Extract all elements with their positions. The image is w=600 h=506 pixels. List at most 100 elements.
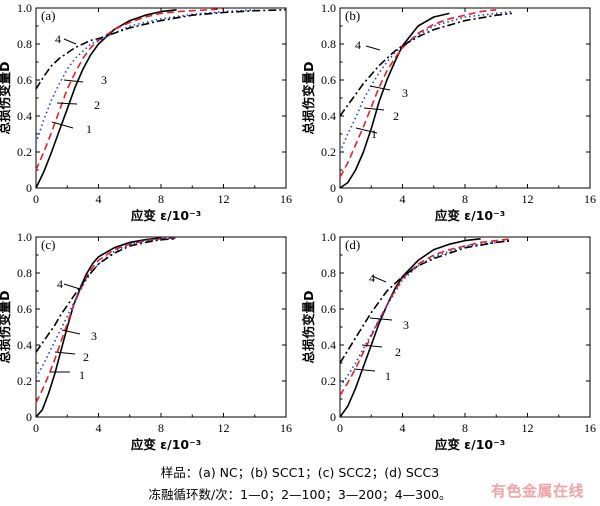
panel-2-xtick-label: 0 — [33, 421, 39, 435]
panel-2-xtick-label: 12 — [218, 421, 230, 435]
panel-2-curve-4-leader — [63, 283, 81, 290]
panel-3-xtick-label: 4 — [400, 421, 406, 435]
panel-1-curve-4-label: 4 — [355, 38, 361, 52]
panel-2-curve-3-label: 3 — [91, 329, 97, 343]
panel-0-curve-1-leader — [51, 121, 74, 129]
panel-2-ytick-label: 0 — [26, 410, 32, 424]
caption-cycles: 冻融循环数/次：1—0；2—100；3—200；4—300。 — [148, 487, 452, 502]
panel-0-series-1-line — [35, 9, 177, 189]
panel-3-xtick-label: 0 — [337, 421, 343, 435]
panel-2-curve-1-label: 1 — [79, 368, 85, 382]
panel-1-xtick-label: 0 — [337, 192, 343, 206]
panel-3-ytick-label: 0.2 — [321, 374, 336, 388]
panel-0-x-axis-label: 应变 ε/10⁻³ — [131, 208, 201, 223]
panel-3-curve-2-leader — [361, 344, 383, 348]
panel-1-curve-1-label: 1 — [371, 127, 377, 141]
panel-3-series-4-line — [339, 239, 512, 364]
panel-2-y-axis-label: 总损伤变量D — [0, 291, 12, 364]
panel-1-curve-2-label: 2 — [393, 109, 399, 123]
panel-0-curve-3-leader — [63, 79, 84, 83]
panel-3-x-axis-label: 应变 ε/10⁻³ — [435, 437, 505, 452]
panel-3-xtick-label: 8 — [462, 421, 468, 435]
panel-0-curve-4-leader — [63, 38, 77, 45]
panel-1-x-axis-label: 应变 ε/10⁻³ — [435, 208, 505, 223]
panel-3-curve-3-leader — [369, 317, 393, 321]
panel-1-series-2-line — [339, 9, 497, 178]
panel-3-curve-1-label: 1 — [385, 369, 391, 383]
panel-0-ytick-label: 0.4 — [17, 109, 32, 123]
panel-0-ytick-label: 1.0 — [17, 1, 32, 15]
panel-1-curve-3-label: 3 — [402, 86, 408, 100]
caption-specimens: 样品：(a) NC；(b) SCC1；(c) SCC2；(d) SCC3 — [160, 465, 440, 480]
panel-3-ytick-label: 0.8 — [321, 266, 336, 280]
panel-2-ytick-label: 0.6 — [17, 302, 32, 316]
panel-3-curve-1-leader — [353, 368, 376, 372]
panel-1-xtick-label: 12 — [522, 192, 534, 206]
panel-3-ytick-label: 0 — [330, 410, 336, 424]
panel-0-ytick-label: 0 — [26, 181, 32, 195]
panel-1-panel-label: (b) — [345, 8, 360, 23]
panel-1-ytick-label: 0.8 — [321, 37, 336, 51]
panel-0-xtick-label: 0 — [33, 192, 39, 206]
watermark: 有色金属在线 — [491, 482, 585, 500]
panel-0-ytick-label: 0.2 — [17, 145, 32, 159]
panel-1-ytick-label: 0 — [330, 181, 336, 195]
panel-1-curve-3-leader — [369, 85, 391, 91]
panel-1-ytick-label: 1.0 — [321, 1, 336, 15]
panel-3-curve-4-leader — [371, 275, 387, 283]
panel-2-curve-3-leader — [61, 329, 81, 335]
panel-3-y-axis-label: 总损伤变量D — [301, 291, 316, 364]
panel-0-curve-1-label: 1 — [86, 122, 92, 136]
panel-0-series-3-line — [35, 9, 255, 144]
panel-0-curve-4-label: 4 — [55, 32, 61, 46]
panel-1-xtick-label: 16 — [584, 192, 596, 206]
panel-1-y-axis-label: 总损伤变量D — [301, 62, 316, 135]
panel-2-ytick-label: 0.2 — [17, 374, 32, 388]
panel-1-plot-frame — [339, 7, 591, 189]
panel-3-curve-2-label: 2 — [395, 345, 401, 359]
panel-1-curve-4-leader — [365, 45, 381, 51]
panel-0-series-4-line — [35, 9, 287, 90]
panel-0-curve-2-label: 2 — [94, 98, 100, 112]
panel-3-series-3-line — [339, 239, 512, 387]
panel-1-xtick-label: 8 — [462, 192, 468, 206]
panel-3-ytick-label: 0.4 — [321, 338, 336, 352]
panel-2-series-4-line — [35, 238, 177, 353]
panel-3-ytick-label: 0.6 — [321, 302, 336, 316]
panel-0-xtick-label: 16 — [280, 192, 292, 206]
panel-2-curve-2-leader — [54, 351, 76, 355]
panel-2-panel-label: (c) — [41, 237, 55, 252]
panel-3-curve-3-label: 3 — [403, 318, 409, 332]
panel-1-ytick-label: 0.2 — [321, 145, 336, 159]
panel-2-xtick-label: 4 — [96, 421, 102, 435]
panel-2-ytick-label: 1.0 — [17, 230, 32, 244]
panel-0-ytick-label: 0.8 — [17, 37, 32, 51]
panel-2-xtick-label: 16 — [280, 421, 292, 435]
panel-2-curve-2-label: 2 — [83, 350, 89, 364]
panel-3-xtick-label: 12 — [522, 421, 534, 435]
panel-0-xtick-label: 8 — [158, 192, 164, 206]
panel-3-series-1-line — [339, 238, 481, 418]
panel-1-curve-1-leader — [355, 127, 378, 134]
panel-2-ytick-label: 0.8 — [17, 266, 32, 280]
panel-0-xtick-label: 12 — [218, 192, 230, 206]
panel-1-series-1-line — [339, 12, 450, 189]
panel-0-plot-frame — [35, 7, 287, 189]
panel-2-x-axis-label: 应变 ε/10⁻³ — [131, 437, 201, 452]
panel-3-ytick-label: 1.0 — [321, 230, 336, 244]
panel-3-xtick-label: 16 — [584, 421, 596, 435]
panel-0-curve-2-leader — [56, 102, 78, 105]
panel-0-series-2-line — [35, 8, 224, 171]
panel-1-ytick-label: 0.4 — [321, 109, 336, 123]
panel-0-curve-3-label: 3 — [101, 73, 107, 87]
panel-1-series-4-line — [339, 12, 512, 117]
panel-1-ytick-label: 0.6 — [321, 73, 336, 87]
panel-2-xtick-label: 8 — [158, 421, 164, 435]
panel-1-xtick-label: 4 — [400, 192, 406, 206]
panel-2-plot-frame — [35, 236, 287, 418]
panel-2-ytick-label: 0.4 — [17, 338, 32, 352]
panel-0-panel-label: (a) — [41, 8, 55, 23]
panel-1-curve-2-leader — [363, 107, 385, 111]
panel-3-panel-label: (d) — [345, 237, 360, 252]
